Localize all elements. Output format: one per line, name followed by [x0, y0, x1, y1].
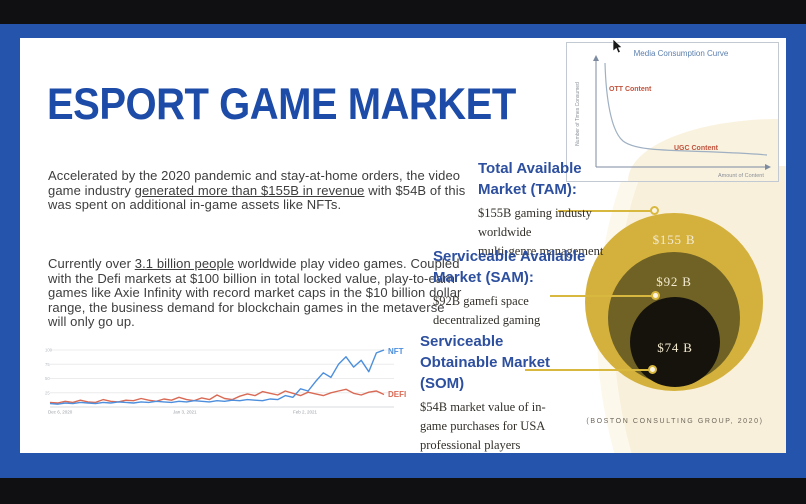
sam-connector-dot-icon: [651, 291, 660, 300]
som-line-3: professional players: [420, 438, 521, 452]
ott-content-label: OTT Content: [609, 86, 652, 93]
intro-paragraph-post: with $54B of this was spent on additiona…: [48, 182, 466, 213]
tam-line-3: multi-genre management: [478, 244, 604, 258]
market-paragraph: Currently over 3.1 billion people worldw…: [48, 256, 466, 330]
tam-line-2: worldwide: [478, 225, 532, 239]
media-chart-axes: [593, 55, 771, 170]
ytick-50: 50: [45, 376, 50, 381]
media-xaxis-label: Amount of Content: [718, 173, 764, 179]
nft-defi-trend-chart: 100 75 50 25 Dec 6, 2020 Jan 3, 2021 Feb…: [45, 347, 406, 415]
presentation-slide: ESPORT GAME MARKET Accelerated by the 20…: [20, 38, 786, 453]
tam-description: $155B gaming industy worldwide multi-gen…: [478, 204, 606, 261]
trend-xaxis-ticks: Dec 6, 2020 Jan 3, 2021 Feb 2, 2021: [48, 410, 318, 415]
xtick-feb: Feb 2, 2021: [293, 410, 318, 415]
sam-description: $92B gamefi space decentralized gaming: [433, 292, 607, 330]
media-consumption-chart: Media Consumption Curve OTT Content UGC …: [566, 42, 779, 182]
tam-connector-dot-icon: [650, 206, 659, 215]
market-paragraph-underlined: 3.1 billion people: [134, 256, 235, 271]
market-paragraph-post: worldwide play video games. Coupled with…: [48, 256, 462, 330]
page-title: ESPORT GAME MARKET: [47, 80, 516, 130]
sam-section: Serviceable Available Market (SAM): $92B…: [433, 246, 607, 330]
som-section: Serviceable Obtainable Market (SOM) $54B…: [420, 331, 570, 453]
consumption-curve: [604, 62, 768, 156]
xtick-jan: Jan 3, 2021: [173, 410, 197, 415]
sam-value-label: $92 B: [656, 274, 692, 289]
defi-trend-line: [49, 388, 385, 404]
ytick-100: 100: [45, 348, 53, 353]
sam-line-2: decentralized gaming: [433, 313, 541, 327]
ytick-75: 75: [45, 362, 50, 367]
tam-section: Total Available Market (TAM): $155B gami…: [478, 158, 606, 261]
som-heading: Serviceable Obtainable Market (SOM): [420, 333, 551, 392]
ytick-25: 25: [45, 390, 50, 395]
mouse-cursor-icon: [612, 39, 623, 54]
media-chart-title: Media Consumption Curve: [634, 49, 729, 58]
intro-paragraph-underlined: generated more than $155B in revenue: [134, 182, 365, 198]
ugc-content-label: UGC Content: [674, 145, 719, 152]
sam-line-1: $92B gamefi space: [433, 294, 529, 308]
media-consumption-plot: Media Consumption Curve OTT Content UGC …: [575, 49, 771, 179]
tam-line-1: $155B gaming industy: [478, 206, 592, 220]
sam-connector-line: [550, 295, 652, 297]
sam-heading: Serviceable Available Market (SAM):: [433, 248, 586, 286]
som-description: $54B market value of in- game purchases …: [420, 398, 570, 453]
xtick-dec: Dec 6, 2020: [48, 410, 73, 415]
som-connector-line: [525, 369, 650, 371]
media-yaxis-label: Number of Times Consumed: [575, 82, 581, 146]
trend-gridlines: [50, 349, 394, 408]
market-paragraph-pre: Currently over: [48, 256, 135, 271]
nft-trend-line: [49, 349, 385, 405]
intro-paragraph-pre: Accelerated by the 2020 pandemic and sta…: [48, 168, 461, 198]
trend-yaxis-ticks: 100 75 50 25: [45, 348, 53, 396]
tam-connector-line: [558, 210, 651, 212]
nft-legend-label: NFT: [388, 347, 404, 356]
tam-heading: Total Available Market (TAM):: [478, 160, 582, 198]
intro-paragraph: Accelerated by the 2020 pandemic and sta…: [48, 168, 466, 213]
som-value-label: $74 B: [657, 340, 693, 355]
som-connector-dot-icon: [648, 365, 657, 374]
som-line-1: $54B market value of in-: [420, 400, 546, 414]
som-line-2: game purchases for USA: [420, 419, 546, 433]
som-circle: [630, 297, 720, 387]
source-citation: (BOSTON CONSULTING GROUP, 2020): [586, 418, 764, 425]
tam-value-label: $155 B: [652, 232, 696, 247]
defi-legend-label: DEFI: [388, 390, 406, 399]
